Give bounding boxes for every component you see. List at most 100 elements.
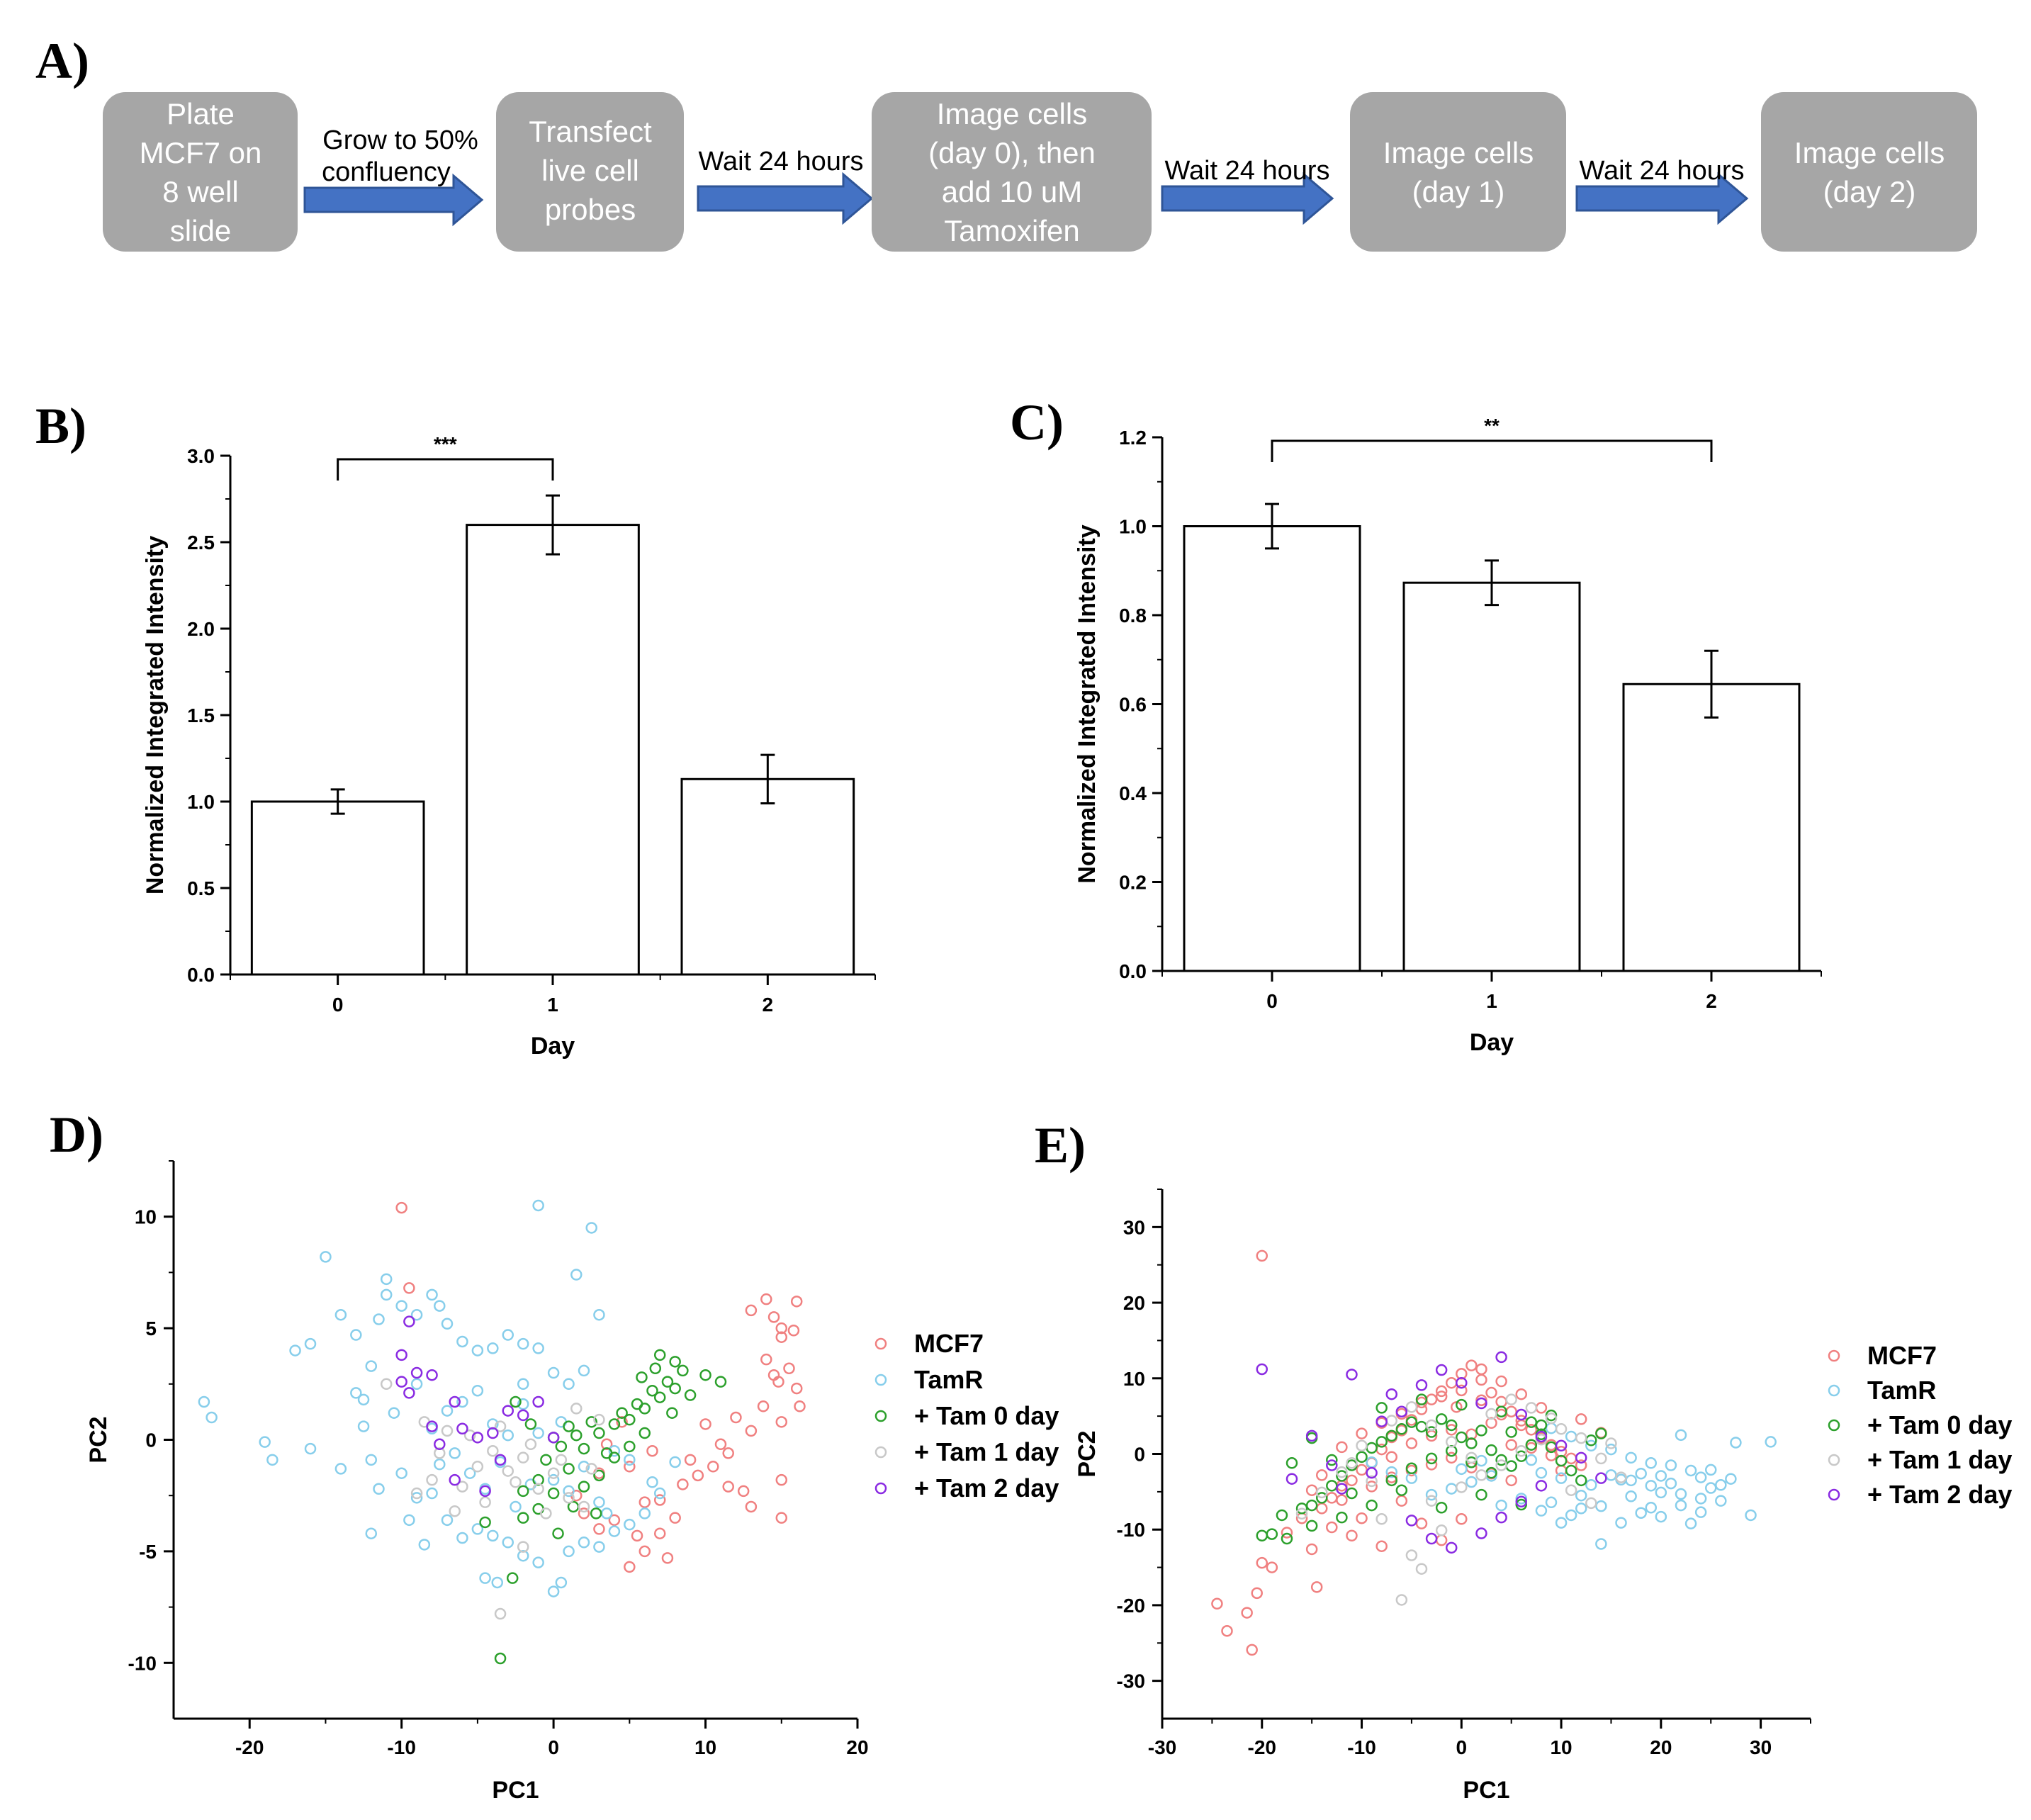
x-axis-title: Day	[1470, 1029, 1514, 1056]
data-point	[1535, 1505, 1548, 1517]
data-point	[790, 1382, 803, 1395]
data-point	[1295, 1502, 1308, 1515]
data-point	[666, 1407, 678, 1419]
data-point	[600, 1438, 613, 1451]
data-point	[1415, 1393, 1428, 1405]
bar	[250, 800, 425, 976]
x-tick-label: 2	[763, 994, 774, 1016]
arrow-label-4: Wait 24 hours	[1579, 156, 1744, 186]
data-point	[624, 1561, 636, 1573]
data-point	[653, 1494, 666, 1506]
data-point	[1475, 1488, 1487, 1501]
data-point	[1445, 1483, 1458, 1495]
data-point	[1515, 1495, 1528, 1507]
y-tick-label: -20	[1117, 1595, 1145, 1617]
data-point	[1456, 1398, 1468, 1411]
data-point	[1625, 1451, 1637, 1464]
data-point	[434, 1300, 446, 1312]
data-point	[578, 1507, 590, 1520]
data-point	[661, 1552, 674, 1564]
data-point	[1315, 1492, 1328, 1504]
data-point	[502, 1465, 514, 1477]
data-point	[1515, 1388, 1528, 1400]
data-point	[1366, 1466, 1378, 1479]
data-point	[410, 1308, 423, 1321]
data-point	[1525, 1424, 1538, 1436]
data-point	[380, 1288, 393, 1301]
data-point	[1356, 1512, 1368, 1524]
data-point	[1375, 1402, 1388, 1414]
data-point	[593, 1523, 605, 1535]
data-point	[1595, 1452, 1607, 1465]
data-point	[510, 1476, 522, 1488]
y-tick-label: 0	[1134, 1444, 1145, 1466]
data-point	[1256, 1556, 1268, 1569]
y-tick-label: 5	[145, 1318, 157, 1339]
data-point	[373, 1483, 385, 1495]
series-tamr	[198, 1199, 681, 1597]
data-point	[775, 1322, 788, 1335]
data-point	[707, 1461, 719, 1473]
data-point	[590, 1507, 602, 1520]
data-point	[1475, 1363, 1487, 1376]
series-mcf7	[1211, 1249, 1607, 1656]
data-point	[517, 1549, 529, 1562]
series-tam-1-day	[380, 1378, 605, 1620]
step-1-line-3: 8 well	[162, 175, 238, 208]
data-point	[1694, 1493, 1707, 1505]
y-tick-label: 0.0	[187, 964, 215, 986]
data-point	[624, 1518, 636, 1531]
data-point	[1665, 1477, 1677, 1490]
data-point	[1535, 1419, 1548, 1432]
step-4-line-1: Image cells	[1383, 136, 1534, 169]
data-point	[636, 1371, 648, 1383]
data-point	[616, 1416, 628, 1428]
y-tick-label: 1.2	[1119, 427, 1147, 449]
workflow-arrow-2	[697, 172, 874, 225]
data-point	[760, 1353, 772, 1366]
data-point	[775, 1416, 788, 1428]
data-point	[1435, 1534, 1448, 1546]
workflow-arrow-4	[1575, 172, 1749, 225]
data-point	[1545, 1449, 1558, 1461]
data-point	[1475, 1469, 1487, 1481]
data-point	[624, 1461, 636, 1473]
data-point	[494, 1652, 507, 1665]
data-point	[1535, 1402, 1548, 1414]
legend-marker	[874, 1410, 887, 1422]
data-point	[1535, 1466, 1548, 1479]
data-point	[502, 1537, 514, 1549]
legend-label: TamR	[1867, 1376, 1936, 1405]
data-point	[1565, 1452, 1577, 1465]
y-tick-label: 2.5	[187, 532, 215, 554]
data-point	[1405, 1401, 1418, 1413]
data-point	[510, 1500, 522, 1513]
data-point	[1605, 1437, 1617, 1449]
data-point	[1405, 1462, 1418, 1475]
data-point	[532, 1473, 544, 1486]
data-point	[410, 1366, 423, 1379]
data-point	[631, 1529, 643, 1542]
data-point	[1285, 1473, 1298, 1485]
x-tick-label: -20	[235, 1736, 264, 1758]
data-point	[494, 1607, 507, 1620]
data-point	[1545, 1422, 1558, 1434]
data-point	[395, 1201, 407, 1214]
y-tick-label: 3.0	[187, 445, 215, 467]
data-point	[410, 1378, 423, 1391]
data-point	[653, 1391, 666, 1403]
data-point	[1435, 1502, 1448, 1514]
data-point	[593, 1413, 605, 1426]
data-point	[1605, 1443, 1617, 1456]
data-point	[653, 1487, 666, 1500]
data-point	[1475, 1527, 1487, 1539]
data-point	[638, 1545, 651, 1558]
data-point	[1525, 1439, 1538, 1451]
data-point	[1375, 1415, 1388, 1427]
data-point	[669, 1356, 681, 1368]
workflow-arrow-1	[303, 173, 484, 227]
data-point	[1515, 1408, 1528, 1421]
data-point	[1405, 1515, 1418, 1527]
data-point	[1475, 1374, 1487, 1386]
data-point	[1665, 1459, 1677, 1471]
